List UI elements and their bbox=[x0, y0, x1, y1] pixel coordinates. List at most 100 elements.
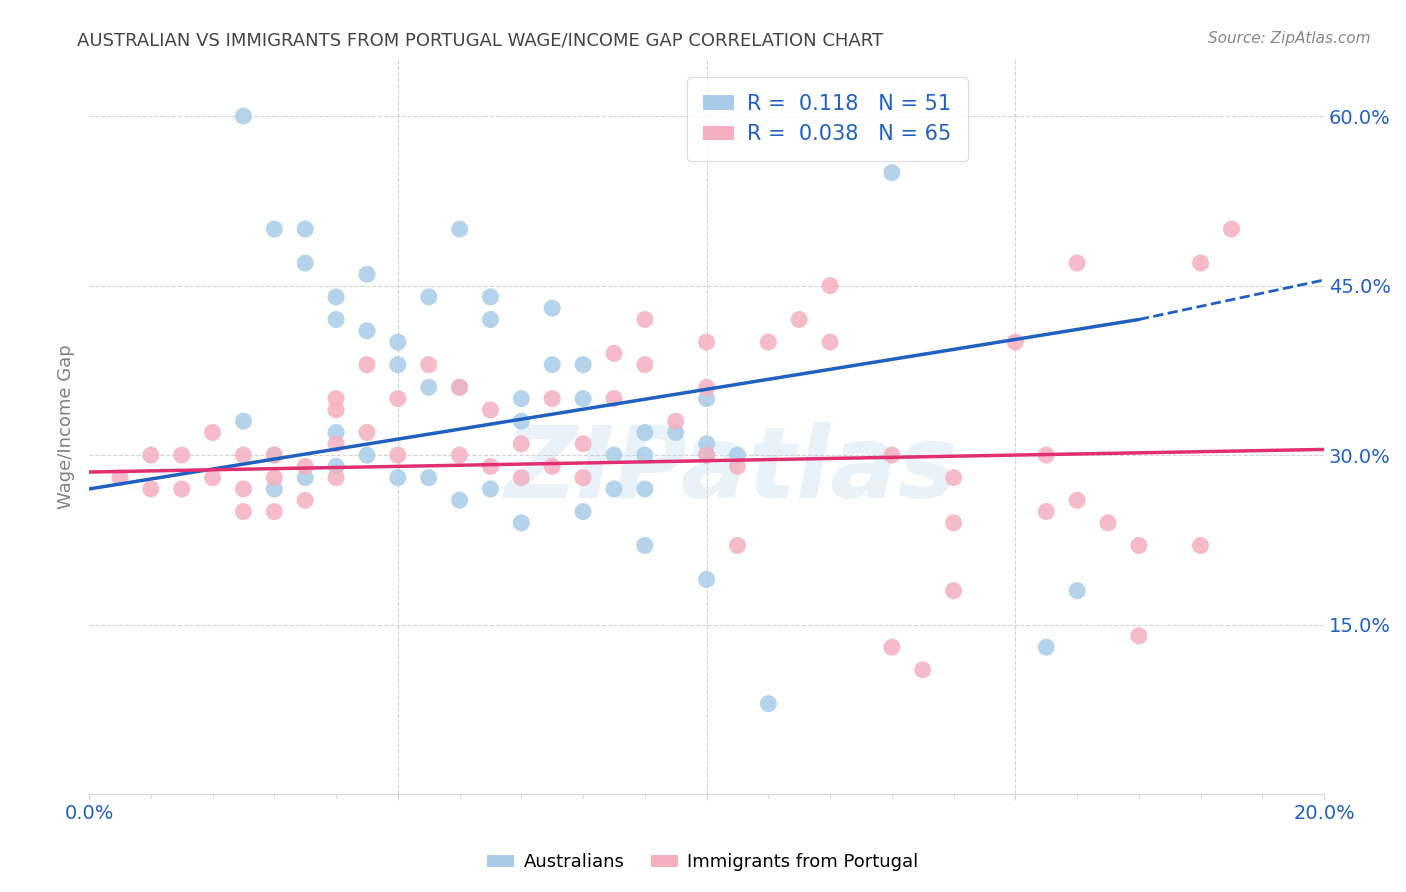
Point bbox=[603, 482, 626, 496]
Point bbox=[263, 448, 285, 462]
Point bbox=[294, 256, 316, 270]
Point bbox=[387, 392, 409, 406]
Point bbox=[818, 278, 841, 293]
Point bbox=[541, 358, 564, 372]
Point bbox=[880, 640, 903, 655]
Point bbox=[294, 222, 316, 236]
Point bbox=[727, 448, 749, 462]
Point bbox=[294, 471, 316, 485]
Point bbox=[1189, 256, 1212, 270]
Point bbox=[756, 335, 779, 350]
Point bbox=[510, 392, 533, 406]
Point bbox=[479, 482, 502, 496]
Point bbox=[634, 448, 657, 462]
Point bbox=[108, 471, 131, 485]
Y-axis label: Wage/Income Gap: Wage/Income Gap bbox=[58, 344, 75, 509]
Point bbox=[1220, 222, 1243, 236]
Point bbox=[232, 414, 254, 428]
Point bbox=[634, 358, 657, 372]
Point bbox=[696, 448, 718, 462]
Point bbox=[387, 335, 409, 350]
Point bbox=[541, 459, 564, 474]
Point bbox=[294, 493, 316, 508]
Point bbox=[479, 403, 502, 417]
Point bbox=[449, 493, 471, 508]
Point bbox=[572, 471, 595, 485]
Point bbox=[696, 437, 718, 451]
Text: ZIPatlas: ZIPatlas bbox=[505, 423, 957, 519]
Point bbox=[942, 471, 965, 485]
Point bbox=[665, 425, 688, 440]
Point bbox=[232, 448, 254, 462]
Point bbox=[1066, 493, 1088, 508]
Point bbox=[696, 335, 718, 350]
Point bbox=[1189, 539, 1212, 553]
Point bbox=[356, 358, 378, 372]
Point bbox=[263, 222, 285, 236]
Point bbox=[572, 358, 595, 372]
Point bbox=[1035, 448, 1057, 462]
Point bbox=[325, 459, 347, 474]
Point bbox=[449, 380, 471, 394]
Point bbox=[1128, 629, 1150, 643]
Point bbox=[880, 448, 903, 462]
Point bbox=[572, 392, 595, 406]
Point bbox=[634, 425, 657, 440]
Point bbox=[1128, 539, 1150, 553]
Point bbox=[942, 583, 965, 598]
Point bbox=[665, 414, 688, 428]
Point bbox=[294, 459, 316, 474]
Point bbox=[572, 505, 595, 519]
Point bbox=[325, 312, 347, 326]
Point bbox=[1035, 505, 1057, 519]
Point bbox=[356, 267, 378, 281]
Point bbox=[911, 663, 934, 677]
Point bbox=[325, 425, 347, 440]
Point bbox=[756, 697, 779, 711]
Point bbox=[263, 471, 285, 485]
Point bbox=[479, 290, 502, 304]
Point bbox=[263, 448, 285, 462]
Point bbox=[139, 482, 162, 496]
Point bbox=[696, 573, 718, 587]
Point bbox=[479, 312, 502, 326]
Point bbox=[201, 425, 224, 440]
Point bbox=[449, 380, 471, 394]
Point bbox=[634, 312, 657, 326]
Point bbox=[696, 392, 718, 406]
Point bbox=[634, 482, 657, 496]
Point bbox=[325, 403, 347, 417]
Point bbox=[449, 448, 471, 462]
Point bbox=[325, 437, 347, 451]
Legend: R =  0.118   N = 51, R =  0.038   N = 65: R = 0.118 N = 51, R = 0.038 N = 65 bbox=[686, 78, 967, 161]
Point bbox=[603, 392, 626, 406]
Point bbox=[356, 448, 378, 462]
Point bbox=[1035, 640, 1057, 655]
Point bbox=[449, 222, 471, 236]
Point bbox=[727, 459, 749, 474]
Point bbox=[1066, 583, 1088, 598]
Point bbox=[387, 358, 409, 372]
Point bbox=[201, 471, 224, 485]
Point bbox=[603, 448, 626, 462]
Point bbox=[818, 335, 841, 350]
Point bbox=[1066, 256, 1088, 270]
Point bbox=[696, 380, 718, 394]
Point bbox=[356, 324, 378, 338]
Point bbox=[418, 358, 440, 372]
Point bbox=[356, 425, 378, 440]
Point bbox=[696, 448, 718, 462]
Point bbox=[387, 448, 409, 462]
Point bbox=[510, 437, 533, 451]
Point bbox=[603, 346, 626, 360]
Point bbox=[541, 392, 564, 406]
Text: Source: ZipAtlas.com: Source: ZipAtlas.com bbox=[1208, 31, 1371, 46]
Point bbox=[325, 392, 347, 406]
Point bbox=[634, 539, 657, 553]
Point bbox=[510, 516, 533, 530]
Point bbox=[418, 290, 440, 304]
Legend: Australians, Immigrants from Portugal: Australians, Immigrants from Portugal bbox=[479, 847, 927, 879]
Point bbox=[418, 471, 440, 485]
Point bbox=[418, 380, 440, 394]
Point bbox=[170, 448, 193, 462]
